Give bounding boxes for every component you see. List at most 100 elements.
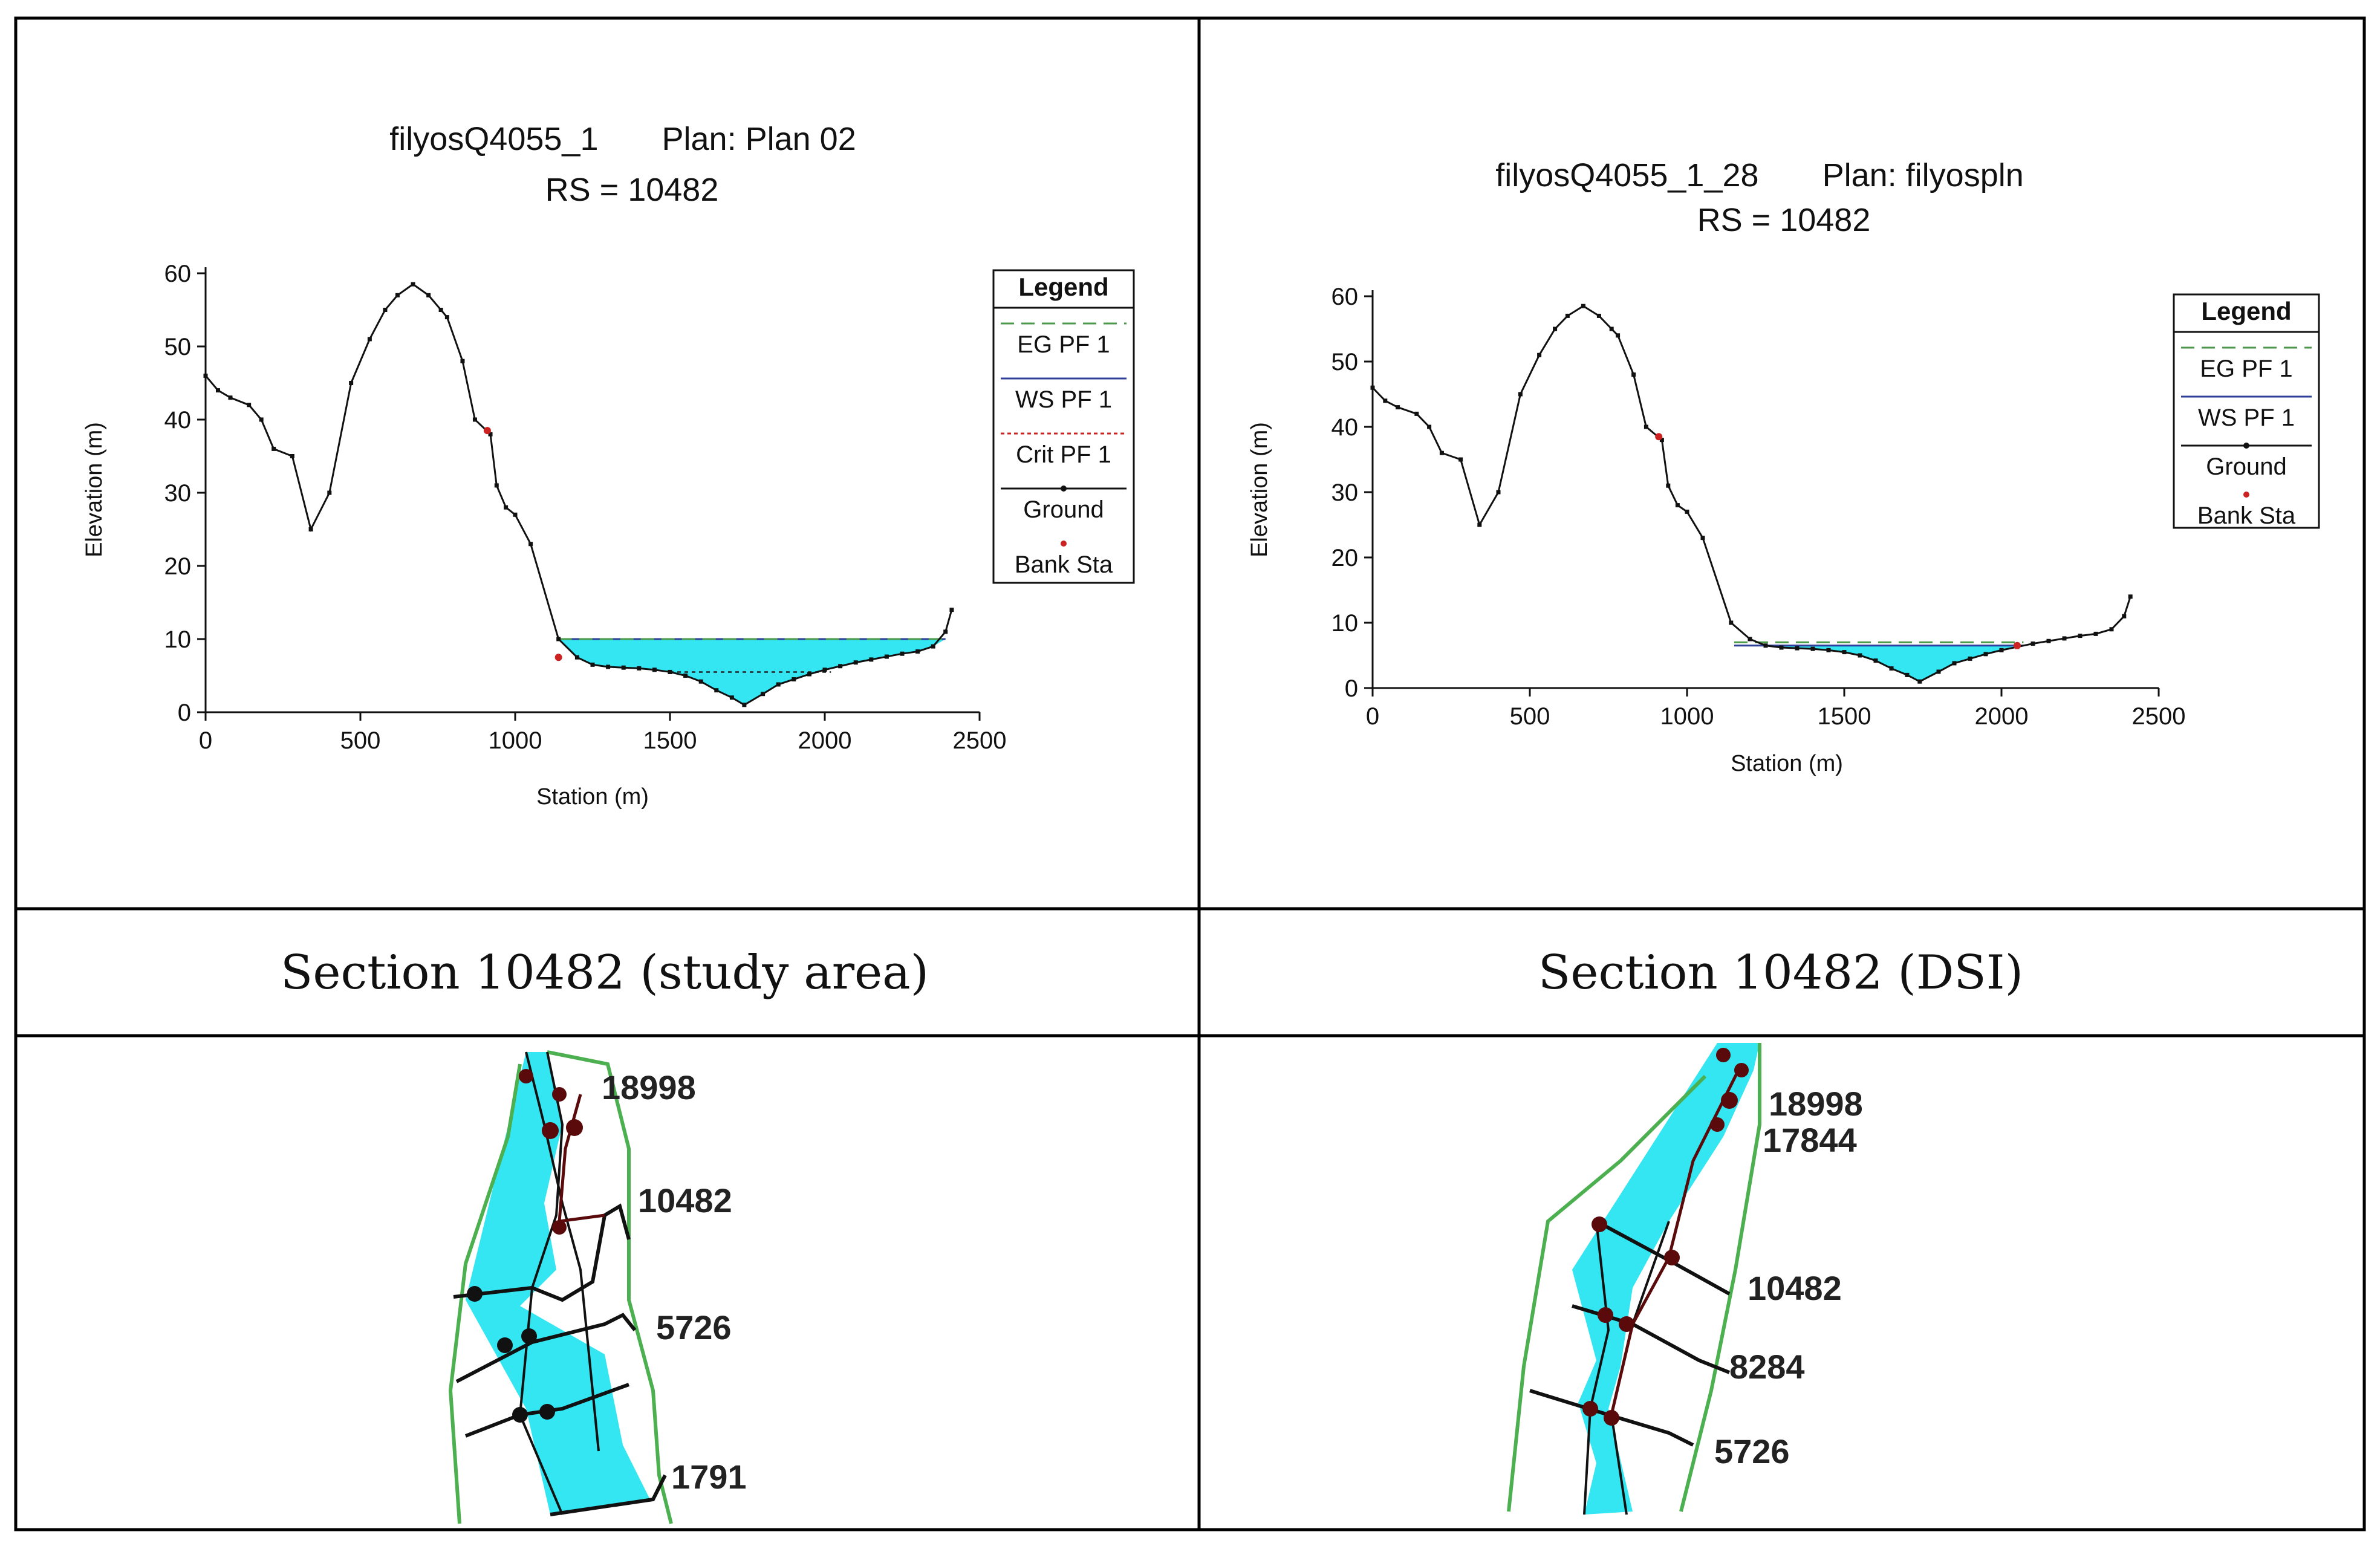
ground-point (1889, 666, 1894, 671)
ground-point (472, 417, 477, 422)
ground-point (488, 432, 493, 437)
ground-point (1917, 679, 1922, 684)
ground-point (367, 337, 372, 342)
chart-left: filyosQ4055_1 Plan: Plan 02 RS = 10482 0… (82, 121, 1135, 810)
ground-point (1477, 522, 1482, 527)
ground-point (395, 293, 400, 297)
ground-point (1644, 424, 1648, 429)
map-node (1598, 1307, 1613, 1323)
left-bank-line (448, 1064, 522, 1524)
legend-marker-ground (1061, 485, 1067, 492)
ground-point (494, 483, 499, 488)
ground-point (822, 667, 827, 672)
ground-point (729, 695, 734, 700)
ground-point (528, 542, 533, 547)
ground-point (1810, 646, 1815, 651)
ground-point (1458, 457, 1463, 462)
ground-point (853, 660, 858, 665)
legend-entry: Ground (1023, 496, 1104, 523)
bank-sta-point (1655, 433, 1663, 441)
ground-point (949, 608, 954, 612)
ground-point (2046, 638, 2051, 643)
ground-point (411, 282, 415, 287)
ground-point (1609, 326, 1614, 331)
x-tick-label: 1500 (1818, 703, 1871, 730)
x-tick-label: 2000 (798, 727, 852, 754)
cross-section-5726 (1529, 1389, 1694, 1447)
y-axis-label: Elevation (m) (82, 422, 107, 557)
ground-point (637, 666, 642, 671)
legend-entry: Crit PF 1 (1016, 441, 1111, 468)
bank-sta-point (2014, 641, 2021, 649)
map-node (1716, 1048, 1731, 1062)
ground-point (1496, 490, 1501, 495)
x-tick-label: 1500 (643, 727, 697, 754)
legend-marker-bank-sta (2243, 492, 2249, 498)
bank-sta-point (483, 427, 491, 435)
ground-point (1858, 653, 1862, 658)
cross-section-1791 (550, 1474, 667, 1516)
table-grid (14, 16, 2366, 1531)
ground-point (460, 359, 465, 363)
map-node (497, 1337, 513, 1353)
chart-title-line1: filyosQ4055_1_28 Plan: filyospln (1495, 157, 2024, 193)
ground-point (652, 667, 657, 672)
map-label-5726: 5726 (656, 1308, 732, 1346)
ground-point (668, 669, 672, 674)
map-node (539, 1404, 555, 1420)
right-bank-line (547, 1050, 673, 1524)
ground-point (1748, 637, 1752, 641)
map-left: 18998 10482 5726 1791 (448, 1050, 747, 1524)
plot-area: 0 500 1000 1500 2000 2500 0 10 20 30 40 50 60 (1331, 284, 2186, 730)
ground-point (349, 381, 354, 385)
x-tick-label: 2500 (953, 727, 1007, 754)
caption-right: Section 10482 (DSI) (1538, 946, 2023, 1000)
ground-point (383, 308, 388, 312)
y-tick-label: 60 (1331, 284, 1359, 310)
ground-point (915, 649, 920, 654)
ground-point (1968, 656, 1972, 661)
x-axis-label: Station (m) (1731, 751, 1843, 776)
ground-point (1518, 392, 1523, 397)
ground-point (1565, 313, 1570, 318)
x-tick-label: 0 (199, 727, 212, 754)
y-tick-label: 50 (164, 334, 192, 360)
ground-point (1631, 372, 1636, 377)
ground-point (504, 505, 509, 510)
y-axis-label: Elevation (m) (1247, 422, 1272, 557)
ground-point (1439, 450, 1444, 455)
y-tick-label: 20 (164, 553, 192, 580)
ground-point (1905, 672, 1910, 677)
ground-point (308, 527, 313, 531)
ground-point (444, 315, 449, 320)
ground-point (2109, 627, 2114, 632)
ground-point (807, 672, 811, 677)
map-node (552, 1220, 567, 1235)
legend-entry: EG PF 1 (1017, 331, 1110, 358)
ground-point (1779, 645, 1784, 650)
map-label-17844: 17844 (1763, 1121, 1857, 1159)
map-node (542, 1122, 559, 1139)
ground-point (1700, 536, 1705, 541)
ground-point (228, 395, 233, 400)
y-tick-label: 10 (164, 626, 192, 653)
ground-point (1396, 405, 1400, 410)
y-tick-label: 30 (164, 480, 192, 507)
map-label-18998: 18998 (602, 1068, 696, 1106)
ground-point (1999, 648, 2004, 652)
left-bank-line (1507, 1074, 1707, 1512)
ground-point (2093, 631, 2098, 636)
ground-point (1983, 652, 1988, 657)
map-label-5726: 5726 (1714, 1432, 1790, 1470)
ground-point (1581, 304, 1585, 308)
ground-point (683, 674, 688, 678)
river-water-area (466, 1052, 650, 1515)
legend-entry: EG PF 1 (2200, 356, 2292, 382)
ground-point (792, 677, 796, 682)
flow-path-line (558, 1094, 605, 1223)
ground-point (1873, 658, 1878, 663)
ground-point (2128, 594, 2133, 599)
x-axis-label: Station (m) (536, 784, 649, 810)
x-tick-label: 1000 (1660, 703, 1714, 730)
